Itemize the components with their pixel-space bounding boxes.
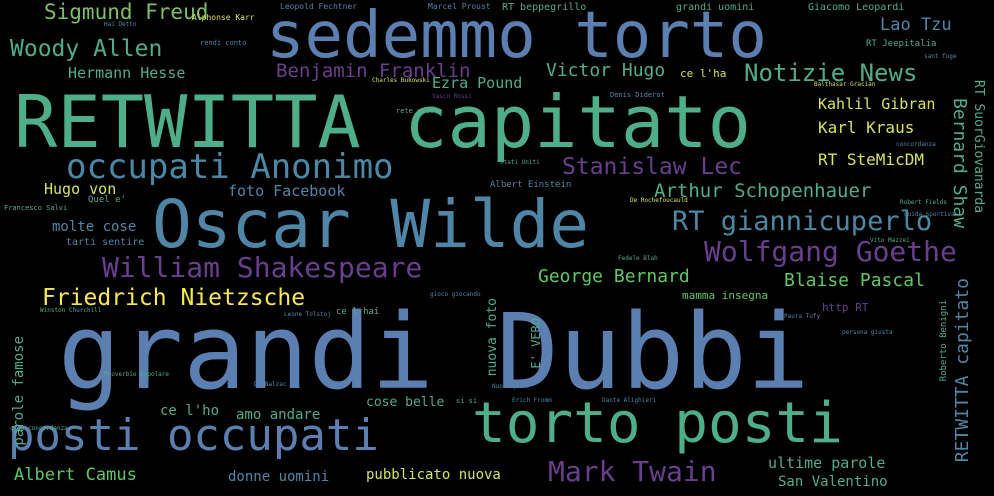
word-mark-twain: Mark Twain: [548, 455, 717, 488]
word-san-valentino: San Valentino: [778, 474, 888, 490]
word-nuovo-post: Nuovo post: [492, 383, 529, 390]
word-tarti-sentire: tarti sentire: [66, 237, 145, 248]
word-erich-fromm: Erich Fromm: [512, 397, 552, 404]
word-kahlil-gibran: Kahlil Gibran: [818, 95, 936, 113]
word-wolfgang-goethe: Wolfgang Goethe: [704, 235, 957, 268]
word-leone-tolstoj: Leone Tolstoj: [284, 311, 331, 318]
word-ultime-parole: ultime parole: [768, 454, 886, 472]
word-rt-beppegrillo: RT beppegrillo: [502, 2, 587, 13]
word-concordanza: concordanza: [896, 141, 936, 148]
word-vito-mazzei: Vito Mazzei: [870, 237, 910, 244]
word-stati-uniti: Stati Uniti: [500, 159, 540, 166]
word-fedele-blah: Fedele Blah: [618, 255, 658, 262]
word-sant-fuge: sant fuge: [924, 53, 957, 60]
word-ce-lha: ce l'ha: [680, 67, 727, 80]
word-creo-concordanza: creo concordanza: [10, 425, 68, 432]
word-amo-andare: amo andare: [236, 407, 321, 423]
word-grandi-uomini: grandi uomini: [676, 2, 755, 13]
word-paura-tufy: Paura Tufy: [784, 313, 821, 320]
word-denis-diderot: Denis Diderot: [610, 91, 665, 99]
word-lao-tzu: Lao Tzu: [880, 15, 952, 35]
word-proverbio-popolare: Proverbio popolare: [104, 371, 170, 378]
word-blaise-pascal: Blaise Pascal: [784, 270, 925, 291]
word-retwitta-capitato-vertical: RETWITTA capitato: [952, 278, 973, 463]
word-pubblicato-nuova: pubblicato nuova: [366, 467, 501, 483]
word-george-bernard: George Bernard: [538, 266, 690, 287]
word-gioco-giocando: gioco giocando: [430, 291, 481, 298]
word-charles-bukowski: Charles Bukowski: [372, 77, 430, 84]
word-guida-sportiva: guida Sportiva: [904, 211, 955, 218]
word-dante-alighieri: Dante Alighieri: [602, 397, 657, 404]
word-albert-einstein: Albert Einstein: [490, 180, 572, 190]
word-robert-fields: Robert Fields: [900, 199, 947, 206]
word-notizie-news: Notizie News: [744, 59, 918, 87]
word-donne-uomini: donne uomini: [228, 469, 330, 485]
word-benjamin-franklin: Benjamin Franklin: [276, 60, 471, 82]
word-hai-detto: Hai Detto: [104, 21, 137, 28]
word-roberto-benigni: Roberto Benigni: [939, 300, 949, 382]
word-bernard-shaw: Bernard Shaw: [949, 98, 970, 229]
word-de-balzac: De Balzac: [254, 381, 287, 388]
word-winston-churchill: Winston Churchill: [40, 307, 102, 314]
word-quel-e: Quel e': [88, 195, 126, 205]
word-foto-facebook: foto Facebook: [228, 182, 346, 200]
word-http-rt: http RT: [822, 301, 869, 314]
word-friedrich-nietzsche: Friedrich Nietzsche: [42, 285, 306, 311]
word-william-shakespeare: William Shakespeare: [102, 251, 423, 284]
word-rt-jeepitalia: RT Jeepitalia: [866, 39, 937, 49]
word-karl-kraus: Karl Kraus: [818, 118, 915, 137]
word-balthasar-gracian: Balthasar Gracian: [814, 81, 876, 88]
word-si-si: si si: [456, 397, 478, 405]
word-oscar-wilde: Oscar Wilde: [152, 186, 590, 263]
word-woody-allen: Woody Allen: [10, 36, 163, 62]
word-arthur-schopenhauer: Arthur Schopenhauer: [654, 180, 872, 202]
word-alphonse-karr: Alphonse Karr: [192, 13, 255, 22]
word-sigmund-freud: Sigmund Freud: [44, 0, 209, 24]
word-ezra-pound: Ezra Pound: [432, 74, 523, 92]
word-hugo-von: Hugo von: [44, 180, 117, 198]
word-sedemmo-torto: sedemmo torto: [266, 0, 767, 73]
word-mamma-insegna: mamma insegna: [682, 289, 769, 302]
word-marcel-proust: Marcel Proust: [428, 2, 491, 11]
word-cose-belle: cose belle: [366, 395, 445, 410]
word-nuova-foto: nuova foto: [485, 298, 500, 377]
word-ce-l-hai: ce l hai: [336, 307, 380, 317]
word-albert-camus: Albert Camus: [14, 465, 137, 485]
word-torto-posti: torto posti: [472, 391, 843, 456]
word-de-rochefoucauld: De Rochefoucauld: [630, 197, 688, 204]
word-giacomo-leopardi: Giacomo Leopardi: [808, 2, 905, 13]
word-hermann-hesse: Hermann Hesse: [68, 64, 186, 82]
word-occupati-anonimo: occupati Anonimo: [66, 147, 394, 187]
word-persona-giusta: persona giusta: [842, 329, 893, 336]
word-retwitta-capitato: RETWITTA capitato: [14, 80, 751, 164]
word-grandi-dubbi: grandi Dubbi: [58, 291, 810, 413]
word-rendi-conto: rendi conto: [200, 39, 247, 47]
word-rt-suorgiovanarda: RT SuorGiovanarda: [971, 80, 986, 214]
word-ce-lho: ce l'ho: [160, 403, 220, 419]
word-rete-giusta: rete giusta: [396, 107, 443, 115]
word-victor-hugo: Victor Hugo: [546, 60, 666, 81]
word-stanislaw-lec: Stanislaw Lec: [562, 154, 743, 180]
word-molte-cose: molte cose: [52, 219, 137, 235]
word-leopold-fechtner: Leopold Fechtner: [280, 2, 358, 11]
word-rt-stemicdm: RT SteMicDM: [818, 150, 924, 169]
word-e-vero: E' VERO: [529, 318, 543, 369]
word-francesco-salvi: Francesco Salvi: [4, 204, 68, 212]
word-rt-giannicuperlo: RT giannicuperlo: [672, 206, 933, 237]
word-vasco-rossi: Vasco Rossi: [432, 93, 472, 100]
word-posti-occupati: posti occupati: [8, 410, 379, 461]
